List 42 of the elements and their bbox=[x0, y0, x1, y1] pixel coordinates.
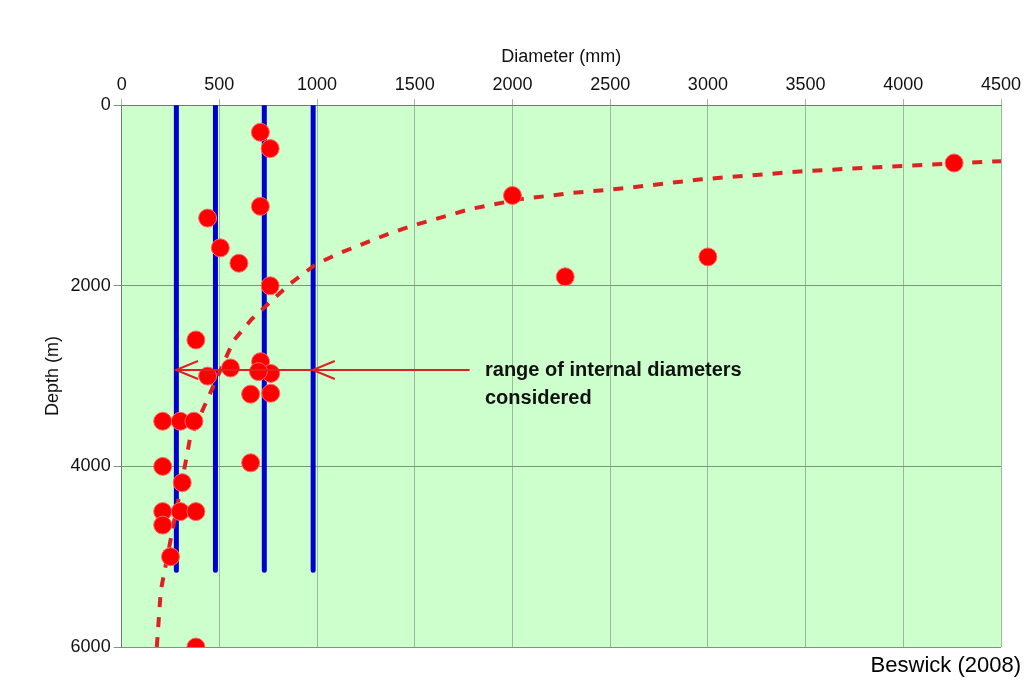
x-axis-title: Diameter (mm) bbox=[501, 45, 622, 66]
point bbox=[161, 547, 180, 567]
x-tick-label: 1500 bbox=[394, 74, 435, 95]
x-tick-label: 2000 bbox=[492, 74, 533, 95]
point bbox=[153, 411, 173, 431]
point bbox=[944, 153, 964, 173]
x-tick-label: 2500 bbox=[590, 74, 631, 95]
point bbox=[153, 456, 173, 476]
point bbox=[186, 330, 206, 350]
point bbox=[210, 238, 230, 258]
point bbox=[555, 267, 575, 287]
x-tick-label: 4000 bbox=[883, 74, 924, 95]
point bbox=[250, 122, 270, 142]
y-tick-label: 4000 bbox=[70, 455, 111, 476]
annotation: range of internal diameters considered bbox=[485, 356, 742, 410]
point bbox=[260, 139, 280, 159]
point bbox=[261, 383, 281, 403]
point bbox=[184, 411, 204, 431]
line-series bbox=[154, 159, 1001, 647]
point bbox=[241, 453, 261, 473]
x-tick-label: 3500 bbox=[785, 74, 826, 95]
point bbox=[198, 208, 218, 228]
point bbox=[502, 186, 522, 205]
point bbox=[250, 196, 270, 216]
point bbox=[172, 473, 192, 493]
x-tick-label: 500 bbox=[204, 74, 235, 95]
point bbox=[153, 515, 173, 535]
y-tick-label: 6000 bbox=[70, 635, 111, 656]
x-tick-label: 0 bbox=[116, 74, 127, 95]
point bbox=[241, 384, 261, 404]
x-tick-label: 4500 bbox=[980, 74, 1022, 95]
point bbox=[698, 247, 718, 267]
point bbox=[186, 502, 206, 522]
y-axis-title: Depth (m) bbox=[41, 336, 62, 417]
y-tick-label: 0 bbox=[100, 94, 111, 115]
y-tick-label: 2000 bbox=[70, 274, 111, 295]
x-tick-label: 1000 bbox=[297, 74, 338, 95]
text: Beswick (2008) bbox=[870, 652, 1021, 678]
point bbox=[170, 502, 190, 522]
point bbox=[260, 276, 280, 296]
point bbox=[229, 253, 249, 273]
x-tick-label: 3000 bbox=[687, 74, 728, 95]
